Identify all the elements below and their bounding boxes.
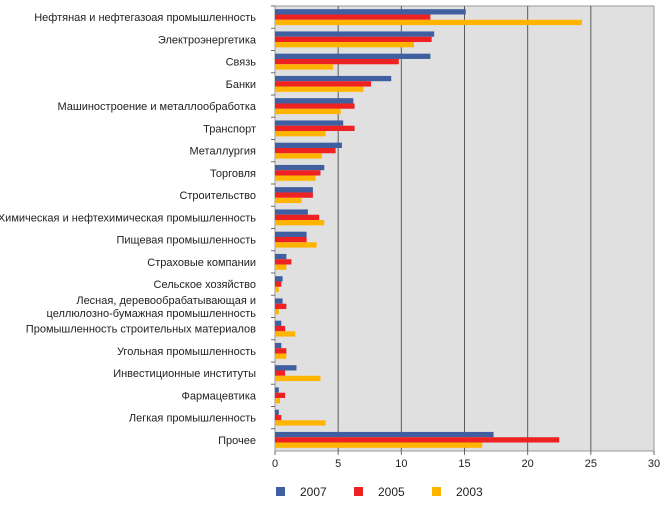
bar-2003-6 xyxy=(275,153,322,159)
bar-2007-0 xyxy=(275,9,466,15)
bar-2007-6 xyxy=(275,142,342,148)
bar-2003-5 xyxy=(275,131,326,137)
category-label: Фармацевтика xyxy=(181,390,256,402)
x-tick-label: 20 xyxy=(522,458,534,470)
bar-2007-1 xyxy=(275,31,435,37)
bar-2007-14 xyxy=(275,320,282,326)
bar-2005-15 xyxy=(275,348,287,354)
bar-2005-7 xyxy=(275,170,321,176)
legend: 2007 2005 2003 xyxy=(276,485,483,499)
bar-2003-10 xyxy=(275,242,317,248)
x-axis-ticks: 0 5 10 15 20 25 30 xyxy=(272,451,660,470)
bar-2005-8 xyxy=(275,192,313,198)
category-label: Сельское хозяйство xyxy=(154,279,256,291)
category-label: Связь xyxy=(226,57,257,69)
bar-2007-16 xyxy=(275,365,297,371)
bar-2003-18 xyxy=(275,420,326,426)
x-tick-label: 25 xyxy=(585,458,597,470)
category-label: Электроэнергетика xyxy=(158,34,257,46)
bar-2005-14 xyxy=(275,325,286,332)
bar-2003-15 xyxy=(275,353,287,359)
bar-2007-10 xyxy=(275,231,307,237)
bar-2003-11 xyxy=(275,264,287,270)
bar-2005-5 xyxy=(275,125,355,132)
category-label: Лесная, деревообрабатывающая и целлюлозно… xyxy=(47,295,257,320)
bar-2007-9 xyxy=(275,209,308,215)
bar-2007-19 xyxy=(275,431,494,438)
bar-2007-4 xyxy=(275,98,354,104)
x-tick-label: 10 xyxy=(395,458,407,470)
bar-2007-11 xyxy=(275,253,287,260)
bar-2005-16 xyxy=(275,370,286,376)
bar-2005-4 xyxy=(275,103,355,109)
x-tick-label: 5 xyxy=(335,458,341,470)
bar-2003-14 xyxy=(275,331,296,337)
category-label: Торговля xyxy=(210,168,256,180)
bar-2007-12 xyxy=(275,276,283,282)
bar-2005-0 xyxy=(275,14,431,20)
x-tick-label: 30 xyxy=(648,458,660,470)
bar-2007-5 xyxy=(275,120,344,126)
bar-2003-1 xyxy=(275,42,414,48)
bar-2005-10 xyxy=(275,236,307,243)
bar-2005-13 xyxy=(275,303,287,310)
legend-label-2005: 2005 xyxy=(378,485,405,499)
category-label: Угольная промышленность xyxy=(117,346,256,358)
category-label: Прочее xyxy=(218,435,256,447)
bars xyxy=(271,5,582,448)
bar-2005-1 xyxy=(275,36,432,43)
bar-2003-0 xyxy=(275,19,582,26)
category-label: Инвестиционные институты xyxy=(113,368,256,380)
category-label: Промышленность строительных материалов xyxy=(26,324,256,336)
category-labels: Нефтяная и нефтегазоая промышленность Эле… xyxy=(0,12,257,447)
category-label: Машиностроение и металлообработка xyxy=(57,101,256,113)
category-label: Транспорт xyxy=(203,123,256,135)
bar-2003-2 xyxy=(275,64,334,70)
bar-2007-18 xyxy=(275,409,279,415)
bar-2005-19 xyxy=(275,437,560,443)
category-label: Пищевая промышленность xyxy=(116,235,256,247)
bar-2007-13 xyxy=(275,298,283,304)
legend-swatch-2005 xyxy=(354,487,363,496)
bar-2005-2 xyxy=(275,58,399,65)
category-label: Строительство xyxy=(179,190,256,202)
category-label: Химическая и нефтехимическая промышленно… xyxy=(0,212,256,224)
bar-2005-18 xyxy=(275,414,282,421)
x-tick-label: 0 xyxy=(272,458,278,470)
bar-2007-17 xyxy=(275,387,279,393)
bar-2007-2 xyxy=(275,53,431,59)
bar-2007-3 xyxy=(275,75,392,82)
legend-swatch-2003 xyxy=(432,487,441,496)
bar-2003-17 xyxy=(275,398,281,404)
bar-2003-16 xyxy=(275,375,321,382)
bar-2005-3 xyxy=(275,81,372,87)
bar-2003-13 xyxy=(275,309,279,315)
bar-2007-15 xyxy=(275,342,282,349)
category-label: Нефтяная и нефтегазоая промышленность xyxy=(34,12,256,24)
bar-2003-7 xyxy=(275,175,316,181)
category-label: Металлургия xyxy=(189,146,256,158)
bar-2005-9 xyxy=(275,214,320,221)
bar-2003-19 xyxy=(275,442,483,448)
bar-2005-6 xyxy=(275,147,336,154)
legend-swatch-2007 xyxy=(276,487,285,496)
legend-label-2007: 2007 xyxy=(300,485,327,499)
bar-2005-11 xyxy=(275,259,292,265)
category-label: Банки xyxy=(226,79,256,91)
bar-2007-7 xyxy=(275,164,325,171)
bar-2005-12 xyxy=(275,281,282,287)
bar-2003-4 xyxy=(275,108,341,115)
bar-2005-17 xyxy=(275,392,286,399)
category-label: Страховые компании xyxy=(147,257,256,269)
bar-2003-8 xyxy=(275,197,302,204)
x-tick-label: 15 xyxy=(458,458,470,470)
category-label: Легкая промышленность xyxy=(129,413,256,425)
legend-label-2003: 2003 xyxy=(456,485,483,499)
bar-2003-3 xyxy=(275,86,364,92)
bar-2007-8 xyxy=(275,187,313,193)
bar-2003-9 xyxy=(275,220,325,226)
bar-2003-12 xyxy=(275,286,279,293)
